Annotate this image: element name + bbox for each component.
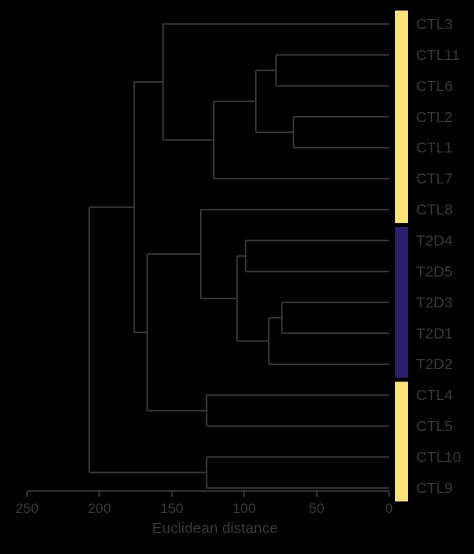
leaf-label: CTL6 [416, 78, 453, 95]
leaf-label: CTL3 [416, 16, 453, 33]
x-tick-label: 100 [233, 500, 257, 516]
leaf-label: CTL1 [416, 140, 453, 157]
x-tick-label: 0 [385, 500, 393, 516]
leaf-label: T2D1 [416, 325, 453, 342]
leaf-label: T2D3 [416, 294, 453, 311]
leaf-labels: CTL3 CTL11 CTL6 CTL2 CTL1 CTL7 CTL8 T2D4 T2D5 T2D… [416, 16, 461, 497]
x-axis-title: Euclidean distance [152, 520, 278, 537]
x-tick-label: 50 [309, 500, 325, 516]
x-axis: 250 200 150 100 50 0 [15, 490, 393, 516]
leaf-label: CTL5 [416, 418, 453, 435]
group-bar [395, 381, 408, 502]
leaf-label: CTL11 [416, 47, 460, 64]
leaf-label: T2D2 [416, 356, 453, 373]
group-bar [395, 227, 408, 378]
leaf-label: CTL8 [416, 202, 453, 219]
group-bar [395, 10, 408, 224]
leaf-label: CTL10 [416, 449, 461, 466]
dendrogram-links [88, 23, 389, 489]
x-tick-label: 250 [15, 500, 39, 516]
leaf-label: CTL4 [416, 387, 453, 404]
x-tick-label: 200 [88, 500, 112, 516]
leaf-label: CTL9 [416, 480, 453, 497]
leaf-label: T2D5 [416, 263, 453, 280]
leaf-label: CTL7 [416, 171, 453, 188]
x-tick-label: 150 [160, 500, 184, 516]
leaf-label: T2D4 [416, 233, 453, 250]
leaf-label: CTL2 [416, 109, 453, 126]
group-bars [395, 10, 408, 502]
